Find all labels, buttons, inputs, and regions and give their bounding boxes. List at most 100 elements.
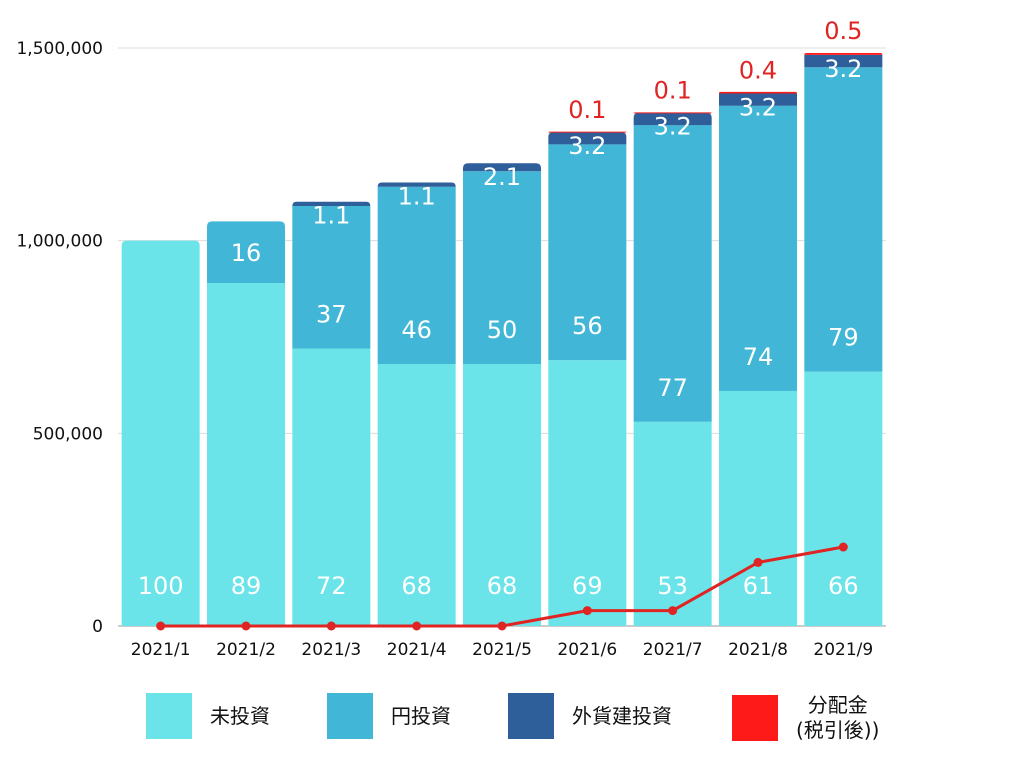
data-label-uninvested: 69 [572, 572, 603, 600]
bar-segment-foreign-investment [804, 54, 883, 68]
legend-swatch-uninvested [146, 693, 192, 739]
bar-segment-dividend [548, 131, 627, 133]
bar-segment-foreign-investment [292, 201, 371, 206]
legend-item-dividend: 分配金 (税引後)) [732, 693, 879, 743]
legend-item-yen-investment: 円投資 [327, 693, 451, 739]
data-label-uninvested: 72 [316, 572, 347, 600]
data-label-foreign-investment: 3.2 [654, 113, 692, 141]
legend-label-yen-investment: 円投資 [391, 703, 451, 728]
data-label-yen-investment: 37 [316, 301, 347, 329]
x-axis: 2021/1 2021/2 2021/3 2021/4 2021/5 2021/6 2021… [131, 640, 873, 660]
bar-segment-uninvested [121, 240, 200, 626]
x-tick-label: 2021/1 [131, 640, 191, 660]
data-label-yen-investment: 77 [657, 374, 688, 402]
bar-segment-foreign-investment [377, 182, 456, 187]
data-label-yen-investment: 56 [572, 312, 603, 340]
bar-segment-uninvested [292, 348, 371, 626]
x-tick-label: 2021/5 [472, 640, 532, 660]
data-label-yen-investment: 74 [743, 343, 774, 371]
x-tick-label: 2021/3 [301, 640, 361, 660]
data-label-yen-investment: 16 [231, 239, 262, 267]
dividend-line-point [668, 606, 678, 616]
x-tick-label: 2021/4 [387, 640, 447, 660]
bar-segment-yen-investment [804, 67, 883, 372]
bar-segment-yen-investment [463, 171, 541, 364]
bar-segment-yen-investment [377, 186, 456, 364]
bar-segment-uninvested [377, 363, 456, 626]
bar-segment-uninvested [207, 283, 285, 626]
y-tick-label: 1,000,000 [16, 232, 103, 252]
legend-label-foreign-investment: 外貨建投資 [572, 703, 672, 728]
bar-segment-uninvested [633, 421, 712, 626]
bar-segment-foreign-investment [548, 132, 627, 145]
x-tick-label: 2021/2 [216, 640, 276, 660]
data-label-uninvested: 100 [138, 572, 184, 600]
x-tick-label: 2021/8 [728, 640, 788, 660]
data-label-yen-investment: 46 [401, 316, 432, 344]
dividend-line-point [838, 542, 848, 552]
data-label-foreign-investment: 1.1 [312, 202, 350, 230]
bar-segment-foreign-investment [463, 163, 541, 172]
data-label-dividend: 0.1 [654, 77, 692, 105]
legend-label-uninvested: 未投資 [210, 703, 270, 728]
bar-segment-uninvested [463, 363, 541, 626]
data-label-dividend: 0.1 [568, 96, 606, 124]
x-tick-label: 2021/9 [813, 640, 873, 660]
data-label-foreign-investment: 3.2 [824, 55, 862, 83]
bar-segment-dividend [804, 53, 883, 55]
legend-swatch-yen-investment [327, 693, 373, 739]
legend-label-dividend-line1: 分配金 [807, 693, 868, 717]
bar-segment-yen-investment [207, 221, 285, 284]
data-label-foreign-investment: 3.2 [739, 93, 777, 121]
bar-segment-yen-investment [633, 125, 712, 422]
bar-segment-yen-investment [719, 105, 797, 391]
data-label-foreign-investment: 1.1 [398, 182, 436, 210]
data-label-foreign-investment: 2.1 [483, 163, 521, 191]
bar-segment-uninvested [548, 360, 627, 626]
dividend-line-point [241, 621, 251, 631]
data-label-uninvested: 68 [401, 572, 432, 600]
dividend-line-point [582, 606, 592, 616]
data-label-dividend: 0.4 [739, 56, 777, 84]
bars [121, 53, 883, 626]
bar-segment-yen-investment [548, 144, 627, 361]
data-label-foreign-investment: 3.2 [568, 132, 606, 160]
x-tick-label: 2021/7 [643, 640, 703, 660]
data-label-uninvested: 53 [657, 572, 688, 600]
y-tick-label: 1,500,000 [16, 39, 103, 59]
bar-segment-dividend [633, 112, 712, 114]
legend-label-dividend-line2: (税引後)) [796, 718, 880, 742]
bar-segment-yen-investment [292, 205, 371, 349]
segment-labels: 100 89 16 72 37 1.1 68 46 1.1 68 50 2.1 69 56 3.2 53 77 3… [138, 55, 863, 600]
dividend-line [156, 542, 848, 631]
dividend-labels: 0.1 0.1 0.4 0.5 [568, 17, 862, 124]
bar-segment-uninvested [804, 371, 883, 626]
y-tick-label: 0 [92, 617, 103, 637]
dividend-line-point [156, 621, 166, 631]
stacked-bar-chart: 0 500,000 1,000,000 1,500,000 100 89 16 72 37 1.… [16, 17, 886, 660]
data-label-yen-investment: 50 [487, 316, 518, 344]
bar-segment-dividend [719, 91, 797, 94]
data-label-uninvested: 61 [743, 572, 774, 600]
bar-segment-foreign-investment [633, 112, 712, 126]
y-tick-label: 500,000 [33, 424, 103, 444]
data-label-yen-investment: 79 [828, 324, 859, 352]
bar-segment-uninvested [719, 390, 797, 626]
legend-swatch-foreign-investment [508, 693, 554, 739]
dividend-line-point [326, 621, 336, 631]
legend-label-dividend: 分配金 (税引後)) [796, 693, 879, 743]
legend-item-foreign-investment: 外貨建投資 [508, 693, 672, 739]
x-tick-label: 2021/6 [557, 640, 617, 660]
data-label-uninvested: 66 [828, 572, 859, 600]
data-label-uninvested: 89 [231, 572, 262, 600]
data-label-uninvested: 68 [487, 572, 518, 600]
legend-item-uninvested: 未投資 [146, 693, 270, 739]
dividend-line-point [497, 621, 507, 631]
bar-segment-foreign-investment [719, 93, 797, 106]
dividend-line-point [753, 557, 763, 567]
data-label-dividend: 0.5 [824, 17, 862, 45]
legend: 未投資 円投資 外貨建投資 分配金 (税引後)) [0, 690, 1024, 750]
legend-swatch-dividend [732, 695, 778, 741]
dividend-line-point [412, 621, 422, 631]
y-axis: 0 500,000 1,000,000 1,500,000 [16, 39, 103, 637]
